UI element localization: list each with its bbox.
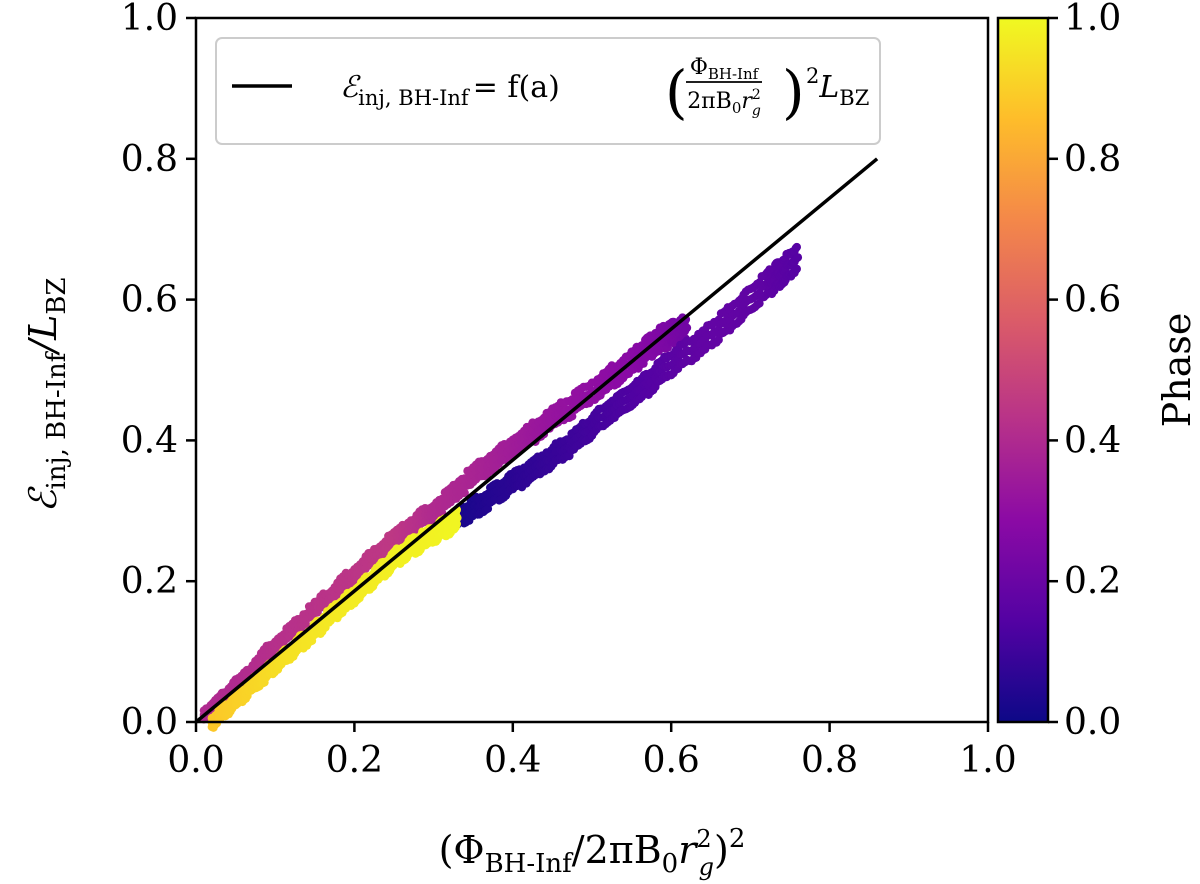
colorbar-frame — [996, 16, 1050, 724]
y-tick-label: 0.2 — [121, 561, 178, 602]
scatter-point — [792, 264, 801, 274]
colorbar-tick-label: 0.0 — [1064, 702, 1121, 743]
x-tick-label: 0.2 — [326, 740, 383, 781]
legend-tail: 2LBZ — [806, 64, 869, 110]
colorbar-tick-label: 0.8 — [1064, 139, 1121, 180]
y-tick-label: 0.6 — [121, 280, 178, 321]
scatter-point — [682, 323, 692, 332]
scatter-point — [453, 513, 462, 522]
y-axis-title: ℰinj, BH-Inf/LBZ — [21, 277, 72, 512]
scatter-point — [460, 488, 469, 497]
x-tick-label: 1.0 — [959, 740, 1016, 781]
legend-paren-right: ) — [782, 58, 805, 126]
colorbar-ticks: 0.0 0.2 0.4 0.6 0.8 1.0 — [1048, 0, 1121, 743]
colorbar-tick-label: 0.6 — [1064, 280, 1121, 321]
x-tick-label: 0.8 — [801, 740, 858, 781]
y-axis-ticks: 0.0 0.2 0.4 0.6 0.8 1.0 — [121, 0, 196, 743]
x-axis-title: (ΦBH-Inf/2πB0r2 g)2 — [439, 824, 746, 881]
plot-area — [194, 16, 990, 732]
x-axis-ticks: 0.0 0.2 0.4 0.6 0.8 1.0 — [167, 722, 1017, 781]
colorbar-label: Phase — [1155, 313, 1199, 428]
x-tick-label: 0.4 — [484, 740, 541, 781]
colorbar-tick-label: 0.2 — [1064, 561, 1121, 602]
colorbar: 0.0 0.2 0.4 0.6 0.8 1.0 Phase — [996, 0, 1199, 743]
x-tick-label: 0.0 — [167, 740, 224, 781]
colorbar-tick-label: 1.0 — [1064, 0, 1121, 39]
plot-frame — [194, 16, 990, 724]
legend-paren-left: ( — [665, 58, 688, 126]
scatter-point — [452, 519, 461, 529]
scatter-point — [714, 335, 723, 345]
legend: ℰinj, BH-Inf = f(a) ( ) ΦBH-Inf 2πB0r2 g 2… — [215, 37, 881, 145]
scatter-points — [199, 242, 803, 732]
colorbar-tick-label: 0.4 — [1064, 420, 1121, 461]
y-tick-label: 1.0 — [121, 0, 178, 39]
legend-label: ℰinj, BH-Inf = f(a) — [340, 70, 560, 110]
scatter-point — [793, 253, 803, 262]
legend-frac-numerator: ΦBH-Inf — [690, 55, 760, 83]
legend-box — [215, 37, 881, 145]
fit-line — [194, 157, 879, 724]
y-tick-label: 0.4 — [121, 420, 178, 461]
y-tick-label: 0.0 — [121, 702, 178, 743]
scatter-point — [792, 242, 801, 252]
x-tick-label: 0.6 — [643, 740, 700, 781]
colorbar-fill — [998, 18, 1048, 722]
legend-frac-denominator: 2πB0r2 g — [687, 87, 761, 119]
y-tick-label: 0.8 — [121, 139, 178, 180]
